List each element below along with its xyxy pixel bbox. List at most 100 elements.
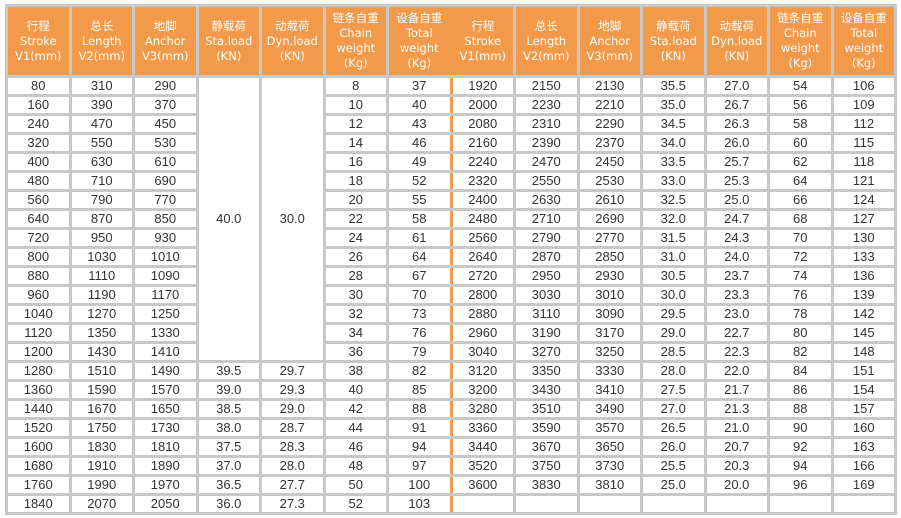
cell-chain-weight: 28 — [325, 268, 386, 284]
cell-total-weight: 148 — [833, 344, 894, 360]
cell-chain-weight: 32 — [325, 306, 386, 322]
cell-stroke: 3520 — [452, 458, 513, 474]
cell-total-weight: 142 — [833, 306, 894, 322]
cell-stroke: 1840 — [8, 496, 69, 512]
cell-stroke: 480 — [8, 173, 69, 189]
cell-stroke: 1360 — [8, 382, 69, 398]
cell-anchor: 3010 — [579, 287, 640, 303]
cell-stroke: 3280 — [452, 401, 513, 417]
header-chain-weight: 链条自重 Chain weight (Kg) — [770, 7, 831, 75]
cell-chain-weight: 36 — [325, 344, 386, 360]
cell-anchor: 3730 — [579, 458, 640, 474]
cell-stroke: 2240 — [452, 154, 513, 170]
cell-length: 2950 — [516, 268, 577, 284]
cell-anchor: 3410 — [579, 382, 640, 398]
cell-chain-weight: 50 — [325, 477, 386, 493]
cell-total-weight: 49 — [389, 154, 450, 170]
cell-total-weight: 73 — [389, 306, 450, 322]
cell-chain-weight: 86 — [770, 382, 831, 398]
header-line: V3(mm) — [141, 48, 189, 63]
cell-anchor: 2130 — [579, 78, 640, 94]
cell-length: 550 — [71, 135, 132, 151]
cell-sta-load: 27.5 — [643, 382, 704, 398]
cell-sta-load: 38.0 — [198, 420, 259, 436]
cell-stroke: 2480 — [452, 211, 513, 227]
cell-stroke: 560 — [8, 192, 69, 208]
header-line: Dyn.load — [266, 33, 318, 48]
cell-anchor: 1170 — [135, 287, 196, 303]
table-row: 720 950 930 24 61 2560 2790 2770 31.5 24.3 70 130 — [8, 230, 894, 246]
cell-stroke: 80 — [8, 78, 69, 94]
header-line: Dyn.load — [711, 33, 763, 48]
cell-chain-weight: 64 — [770, 173, 831, 189]
header-line: (KN) — [216, 48, 242, 63]
cell-anchor: 3650 — [579, 439, 640, 455]
header-line: Length — [526, 33, 567, 48]
header-anchor: 地脚 Anchor V3(mm) — [579, 7, 640, 75]
cell-chain-weight: 96 — [770, 477, 831, 493]
cell-chain-weight: 44 — [325, 420, 386, 436]
header-line: 链条自重 — [777, 11, 824, 25]
merged-sta-load: 40.0 — [198, 78, 259, 360]
cell-total-weight: 139 — [833, 287, 894, 303]
header-chain-weight: 链条自重 Chain weight (Kg) — [325, 7, 386, 75]
header-line: weight — [399, 41, 439, 55]
cell-chain-weight: 90 — [770, 420, 831, 436]
header-line: 静载荷 — [211, 18, 247, 33]
cell-sta-load: 26.5 — [643, 420, 704, 436]
cell-anchor: 2530 — [579, 173, 640, 189]
cell-sta-load: 35.5 — [643, 78, 704, 94]
header-line: Anchor — [144, 33, 186, 48]
table-row: 1760 1990 1970 36.5 27.7 50 100 3600 3830 3810 25.… — [8, 477, 894, 493]
cell-length: 2470 — [516, 154, 577, 170]
merged-dyn-load: 30.0 — [262, 78, 323, 360]
cell-length: 390 — [71, 97, 132, 113]
cell-chain-weight: 60 — [770, 135, 831, 151]
header-line: V2(mm) — [78, 48, 126, 63]
cell-total-weight: 64 — [389, 249, 450, 265]
cell-anchor: 1570 — [135, 382, 196, 398]
cell-anchor: 2610 — [579, 192, 640, 208]
cell-stroke: 2320 — [452, 173, 513, 189]
cell-anchor — [579, 496, 640, 512]
cell-sta-load: 39.0 — [198, 382, 259, 398]
cell-length: 2790 — [516, 230, 577, 246]
cell-total-weight: 145 — [833, 325, 894, 341]
cell-chain-weight: 24 — [325, 230, 386, 246]
cell-anchor: 2210 — [579, 97, 640, 113]
cell-dyn-load: 23.7 — [706, 268, 767, 284]
cell-sta-load: 34.5 — [643, 116, 704, 132]
cell-length: 1510 — [71, 363, 132, 379]
header-line: 总长 — [90, 18, 114, 33]
cell-chain-weight: 80 — [770, 325, 831, 341]
cell-chain-weight: 12 — [325, 116, 386, 132]
cell-sta-load: 28.5 — [643, 344, 704, 360]
cell-sta-load: 27.0 — [643, 401, 704, 417]
cell-stroke: 1280 — [8, 363, 69, 379]
cell-anchor: 290 — [135, 78, 196, 94]
cell-chain-weight: 48 — [325, 458, 386, 474]
cell-sta-load: 32.5 — [643, 192, 704, 208]
table-row: 400 630 610 16 49 2240 2470 2450 33.5 25.7 62 118 — [8, 154, 894, 170]
cell-dyn-load: 22.3 — [706, 344, 767, 360]
cell-dyn-load: 26.3 — [706, 116, 767, 132]
cell-sta-load: 36.0 — [198, 496, 259, 512]
header-line: weight — [844, 41, 884, 55]
cell-anchor: 3490 — [579, 401, 640, 417]
cell-stroke: 1920 — [452, 78, 513, 94]
cell-sta-load: 31.0 — [643, 249, 704, 265]
cell-dyn-load: 25.0 — [706, 192, 767, 208]
cell-chain-weight — [770, 496, 831, 512]
cell-stroke: 2800 — [452, 287, 513, 303]
cell-total-weight: 91 — [389, 420, 450, 436]
cell-total-weight: 130 — [833, 230, 894, 246]
cell-stroke: 320 — [8, 135, 69, 151]
cell-chain-weight: 18 — [325, 173, 386, 189]
cell-total-weight: 169 — [833, 477, 894, 493]
cell-length: 1990 — [71, 477, 132, 493]
table-row: 1040 1270 1250 32 73 2880 3110 3090 29.5 23.0 78 14… — [8, 306, 894, 322]
table-row: 1120 1350 1330 34 76 2960 3190 3170 29.0 22.7 80 14… — [8, 325, 894, 341]
cell-stroke: 160 — [8, 97, 69, 113]
header-line: Chain — [339, 26, 373, 40]
cell-sta-load: 33.5 — [643, 154, 704, 170]
